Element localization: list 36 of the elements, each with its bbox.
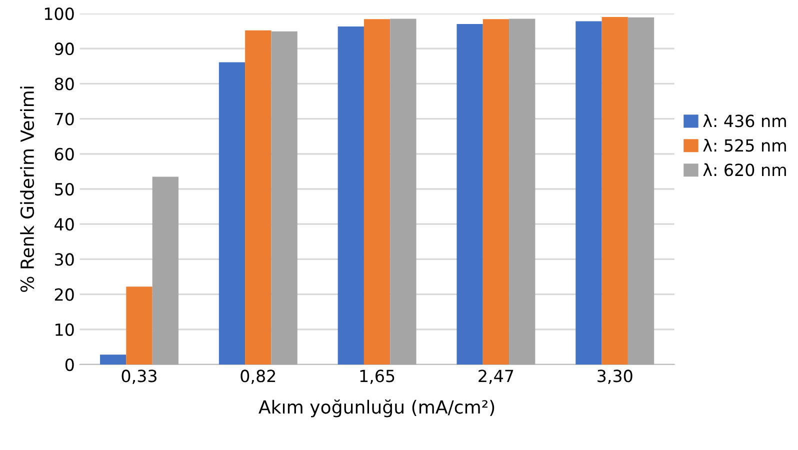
bar bbox=[338, 26, 364, 364]
bar bbox=[218, 62, 246, 364]
y-tick-label: 80 bbox=[54, 78, 74, 90]
y-tick-label: 100 bbox=[44, 7, 74, 20]
bar bbox=[602, 17, 628, 364]
bar bbox=[126, 286, 152, 364]
y-tick-label: 70 bbox=[55, 112, 74, 126]
y-tick-label: 20 bbox=[54, 288, 74, 301]
x-axis-title: Akım yoğunluğu (mA/cm²) bbox=[258, 399, 494, 418]
y-tick-label: 90 bbox=[54, 42, 74, 56]
y-tick-label: 50 bbox=[55, 182, 74, 196]
bar bbox=[100, 354, 126, 364]
legend-label: λ: 436 nm bbox=[703, 114, 786, 128]
bar bbox=[456, 24, 483, 364]
y-tick-label: 10 bbox=[56, 323, 74, 336]
bar bbox=[271, 31, 298, 364]
y-tick-label: 40 bbox=[54, 218, 74, 231]
bar bbox=[364, 19, 390, 364]
x-tick-label: 0,33 bbox=[122, 370, 156, 384]
y-tick-label: 60 bbox=[54, 148, 74, 160]
y-axis-title: % Renk Giderim Verimi bbox=[20, 86, 34, 292]
y-tick-label: 0 bbox=[65, 358, 74, 372]
x-tick-label: 3,30 bbox=[598, 370, 632, 384]
legend-label: λ: 620 nm bbox=[703, 163, 786, 176]
bar bbox=[509, 18, 536, 364]
x-tick-label: 1,65 bbox=[360, 370, 394, 384]
legend-label: λ: 525 nm bbox=[703, 138, 786, 152]
x-tick-label: 2,47 bbox=[478, 370, 514, 384]
bar bbox=[152, 176, 178, 364]
bar bbox=[245, 30, 272, 364]
bar bbox=[482, 19, 510, 364]
bar bbox=[628, 17, 654, 364]
bar bbox=[576, 21, 602, 364]
bar bbox=[390, 18, 416, 364]
x-tick-label: 0,82 bbox=[240, 370, 276, 384]
y-tick-label: 30 bbox=[55, 253, 74, 266]
